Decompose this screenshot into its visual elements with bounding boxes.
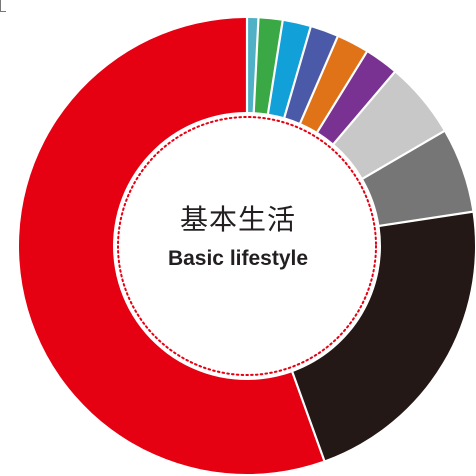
donut-slice-9 [293,212,476,461]
donut-slice-3 [269,20,310,118]
crop-mark [0,0,6,12]
center-dotted-ring [117,116,377,376]
center-disc [114,113,380,379]
donut-slice-7 [334,72,444,178]
donut-slice-8 [363,132,473,225]
donut-slice-6 [318,52,394,144]
donut-slice-10 [19,18,324,474]
donut-slice-2 [254,18,282,114]
chart-subtitle: Basic lifestyle [167,247,309,270]
donut-slice-5 [301,37,366,132]
donut-slice-4 [285,27,337,123]
chart-title: 基本生活 [179,203,296,236]
donut-slice-1 [248,18,258,113]
donut-slices [19,18,476,474]
